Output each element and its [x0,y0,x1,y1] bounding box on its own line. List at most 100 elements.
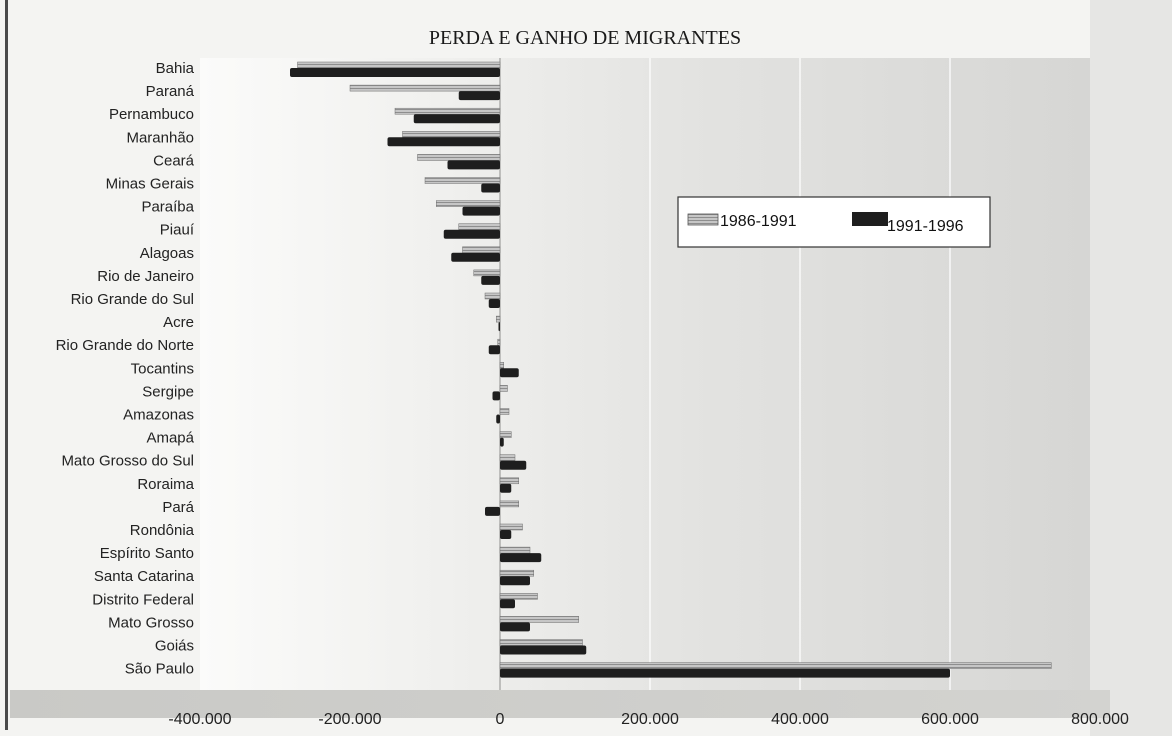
bar-1991-1996-sergipe [492,391,500,401]
bar-1986-1991-distrito-federal [499,593,538,600]
category-label-sergipe: Sergipe [142,383,194,400]
bar-1986-1991-bahia [297,61,501,69]
bar-1991-1996-ceara [447,160,500,170]
bar-1986-1991-pernambuco [394,107,501,115]
bar-1986-1991-ceara [417,154,501,161]
bar-1986-1991-rio-grande-do-sul [484,292,501,300]
bars [290,61,1052,678]
category-label-roraima: Roraima [137,476,194,493]
x-tick-label: -200.000 [318,711,381,728]
bar-1986-1991-minas-gerais [424,177,501,184]
bar-1991-1996-paraiba [462,206,500,216]
bar-1991-1996-piaui [443,229,500,239]
bar-1986-1991-para [499,500,519,508]
bar-1991-1996-espirito-santo [500,553,542,563]
bar-1991-1996-amapa [500,437,504,447]
bar-1986-1991-tocantins [499,362,504,369]
plot-area [200,58,1090,690]
bar-1991-1996-rondonia [500,530,512,539]
bar-1991-1996-amazonas [496,414,500,424]
category-label-parana: Paraná [146,83,195,100]
bar-1986-1991-amapa [499,431,512,438]
bar-1986-1991-piaui [458,223,501,230]
bar-1991-1996-roraima [500,483,512,493]
bar-1991-1996-rio-grande-do-sul [488,299,500,308]
category-label-rio-de-janeiro: Rio de Janeiro [97,268,194,285]
bar-1986-1991-goias [499,639,583,646]
bar-1991-1996-pernambuco [413,114,500,124]
bar-1986-1991-rondonia [499,523,523,531]
bar-1991-1996-rio-grande-do-norte [488,345,500,355]
category-label-piaui: Piauí [160,222,195,239]
bar-1986-1991-roraima [499,477,519,485]
category-label-distrito-federal: Distrito Federal [92,591,194,608]
legend-swatch-1991-1996 [852,212,888,226]
x-tick-label: 600.000 [921,711,979,728]
legend-swatch-1986-1991 [687,213,719,226]
bar-1991-1996-mato-grosso-do-sul [500,460,527,470]
chart-title: PERDA E GANHO DE MIGRANTES [429,27,741,49]
bar-1986-1991-mato-grosso [499,616,579,623]
x-tick-label: -400.000 [168,711,231,728]
category-label-santa-catarina: Santa Catarina [94,568,195,585]
bar-1991-1996-mato-grosso [500,622,530,632]
scan-edge [5,0,8,730]
bar-1986-1991-santa-catarina [499,569,534,577]
x-tick-label: 400.000 [771,711,829,728]
category-label-tocantins: Tocantins [131,360,194,377]
category-label-maranhao: Maranhão [126,129,194,146]
bar-1991-1996-bahia [290,68,500,77]
category-label-rio-grande-do-norte: Rio Grande do Norte [56,337,194,354]
bar-1991-1996-goias [500,645,587,655]
x-tick-labels: -400.000 -200.000 0 200.000 400.000 600.000 80… [168,711,1129,728]
category-label-mato-grosso-do-sul: Mato Grosso do Sul [61,453,194,470]
bar-1991-1996-santa-catarina [500,576,530,586]
category-label-ceara: Ceará [153,152,195,169]
x-axis-band [10,690,1110,718]
bar-1991-1996-alagoas [451,252,500,262]
page-right-shade [1090,0,1172,736]
category-label-sao-paulo: São Paulo [125,661,194,678]
bar-1986-1991-sao-paulo [499,662,1052,669]
bar-1991-1996-sao-paulo [500,668,950,678]
category-label-pernambuco: Pernambuco [109,106,194,123]
bar-1986-1991-parana [349,84,501,92]
category-label-alagoas: Alagoas [140,245,194,262]
category-label-mato-grosso: Mato Grosso [108,614,194,631]
bar-1986-1991-paraiba [436,200,501,207]
legend: 1986-1991 1991-1996 [677,196,991,248]
category-label-bahia: Bahia [156,60,195,77]
bar-1991-1996-minas-gerais [481,183,500,193]
legend-label-1986-1991: 1986-1991 [720,213,797,230]
bar-1991-1996-maranhao [387,137,500,147]
bar-1986-1991-amazonas [499,408,510,415]
bar-1991-1996-parana [458,91,500,101]
bar-1991-1996-rio-de-janeiro [481,275,500,285]
bar-1986-1991-alagoas [462,246,501,254]
bar-1986-1991-maranhao [402,131,501,138]
legend-box [677,196,991,248]
category-label-para: Pará [162,499,194,516]
category-label-paraiba: Paraíba [141,199,194,216]
bar-1991-1996-para [485,506,500,516]
bar-1986-1991-espirito-santo [499,546,531,554]
bar-1986-1991-acre [496,315,501,323]
category-label-acre: Acre [163,314,194,331]
category-label-amapa: Amapá [146,430,194,447]
legend-label-1991-1996: 1991-1996 [887,218,964,235]
bar-1991-1996-tocantins [500,368,519,378]
category-label-rondonia: Rondônia [130,522,195,539]
category-label-amazonas: Amazonas [123,407,194,424]
x-tick-label: 800.000 [1071,711,1129,728]
bar-1986-1991-mato-grosso-do-sul [499,454,516,461]
bar-1991-1996-acre [498,322,500,332]
x-tick-label: 0 [496,711,505,728]
bar-1991-1996-distrito-federal [500,599,515,609]
bar-1986-1991-rio-de-janeiro [473,269,501,277]
category-label-espirito-santo: Espírito Santo [100,545,194,562]
category-label-goias: Goiás [155,638,194,655]
category-label-minas-gerais: Minas Gerais [106,176,194,193]
bar-1986-1991-sergipe [499,385,508,392]
